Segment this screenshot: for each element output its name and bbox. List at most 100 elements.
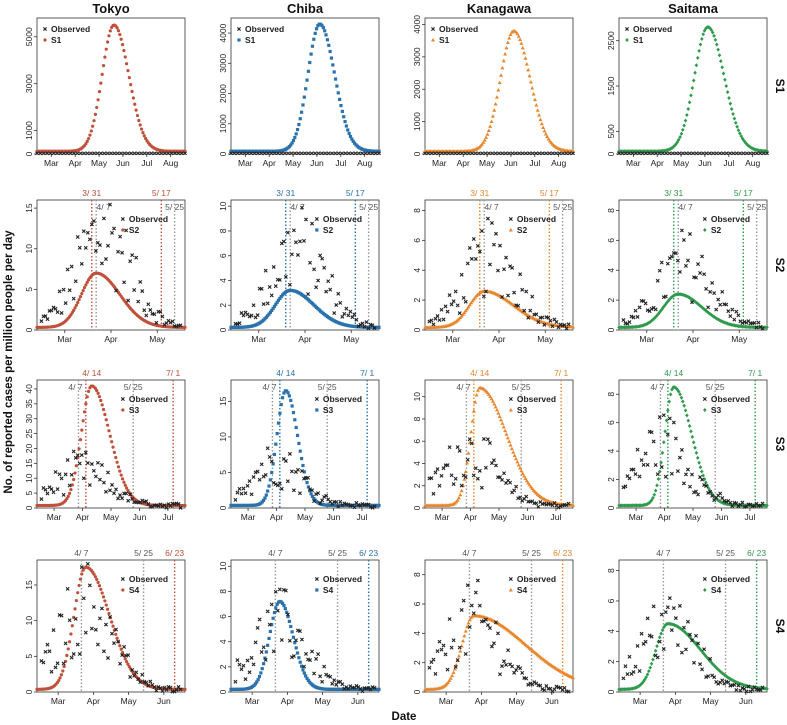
observed-point <box>122 644 127 649</box>
observed-point <box>667 151 672 156</box>
observed-point <box>524 289 529 294</box>
observed-point <box>95 642 100 647</box>
observed-stroke <box>257 617 262 622</box>
observed-point <box>635 447 640 452</box>
observed-stroke <box>91 218 96 223</box>
observed-point <box>463 651 468 656</box>
observed-stroke <box>534 312 539 317</box>
observed-point <box>232 151 237 156</box>
y-tick-label-group: 5 <box>24 490 34 495</box>
observed-stroke <box>275 608 280 613</box>
model-point <box>463 469 468 474</box>
model-point <box>267 484 271 488</box>
model-point <box>298 117 302 121</box>
observed-point <box>469 603 474 608</box>
model-point <box>290 404 294 408</box>
observed-stroke <box>265 301 270 306</box>
observed-stroke <box>95 151 100 156</box>
legend-series-label: S3 <box>711 405 722 415</box>
model-point <box>689 93 693 98</box>
model-point <box>448 676 453 680</box>
observed-point <box>43 314 48 319</box>
y-tick-label: 0 <box>24 505 34 510</box>
y-tick-label: 8 <box>606 208 616 213</box>
observed-stroke <box>348 684 353 689</box>
model-point <box>667 297 672 302</box>
observed-stroke <box>116 249 121 254</box>
observed-point <box>101 480 106 485</box>
column-title-tokyo: Tokyo <box>92 1 129 16</box>
observed-point <box>491 458 496 463</box>
y-tick-label-group: 8 <box>218 589 228 594</box>
observed-point <box>87 483 92 488</box>
observed-stroke <box>79 453 84 458</box>
observed-stroke <box>664 151 669 156</box>
observed-stroke <box>571 151 575 156</box>
model-point <box>106 423 110 427</box>
observed-stroke <box>328 287 333 292</box>
model-point <box>687 423 692 428</box>
observed-point <box>487 262 492 267</box>
observed-stroke <box>82 151 87 156</box>
observed-stroke <box>346 502 351 507</box>
observed-stroke <box>449 151 454 156</box>
observed-point <box>116 249 121 254</box>
observed-point <box>343 151 348 156</box>
observed-stroke <box>445 463 450 468</box>
observed-point <box>485 437 490 442</box>
observed-point <box>475 476 480 481</box>
observed-stroke <box>637 305 642 310</box>
observed-stroke <box>276 151 281 156</box>
model-point <box>471 296 476 301</box>
observed-point <box>513 151 518 156</box>
observed-stroke <box>279 638 284 642</box>
observed-stroke <box>314 492 319 497</box>
legend-series-label: S1 <box>51 35 62 45</box>
observed-point <box>152 312 157 317</box>
model-point <box>346 128 350 132</box>
model-point <box>96 391 100 395</box>
observed-stroke <box>657 268 662 273</box>
observed-point <box>49 669 54 674</box>
observed-stroke <box>51 305 56 310</box>
model-point <box>683 118 688 123</box>
observed-point <box>663 294 668 299</box>
observed-point <box>370 151 375 156</box>
date-label: 7/ 1 <box>166 368 180 378</box>
observed-point <box>267 454 272 459</box>
observed-point <box>114 627 119 632</box>
model-point <box>82 410 87 414</box>
observed-point <box>633 472 638 477</box>
model-point <box>338 97 342 101</box>
observed-point <box>178 323 183 328</box>
observed-stroke <box>554 503 559 508</box>
observed-point <box>233 679 238 684</box>
observed-stroke <box>451 482 456 487</box>
observed-stroke <box>83 450 88 455</box>
model-point <box>115 26 119 30</box>
observed-point <box>51 490 56 495</box>
observed-stroke <box>81 476 86 481</box>
observed-stroke <box>645 462 650 467</box>
observed-point <box>169 151 174 156</box>
observed-point <box>176 151 181 156</box>
observed-stroke <box>112 641 117 646</box>
model-point <box>81 419 85 423</box>
row-title-group-s3: S3 <box>773 437 787 452</box>
observed-stroke <box>308 658 313 663</box>
model-point <box>530 86 535 90</box>
observed-point <box>122 280 127 285</box>
observed-stroke <box>508 264 513 269</box>
observed-point <box>453 476 458 481</box>
x-tick-label: Apr <box>270 512 283 522</box>
observed-point <box>470 151 475 156</box>
model-point <box>89 129 93 133</box>
observed-point <box>82 151 87 156</box>
observed-stroke <box>702 483 707 488</box>
observed-stroke <box>103 257 108 262</box>
observed-stroke <box>449 645 454 650</box>
observed-point <box>447 293 452 298</box>
observed-point <box>156 151 161 156</box>
observed-stroke <box>277 277 282 282</box>
